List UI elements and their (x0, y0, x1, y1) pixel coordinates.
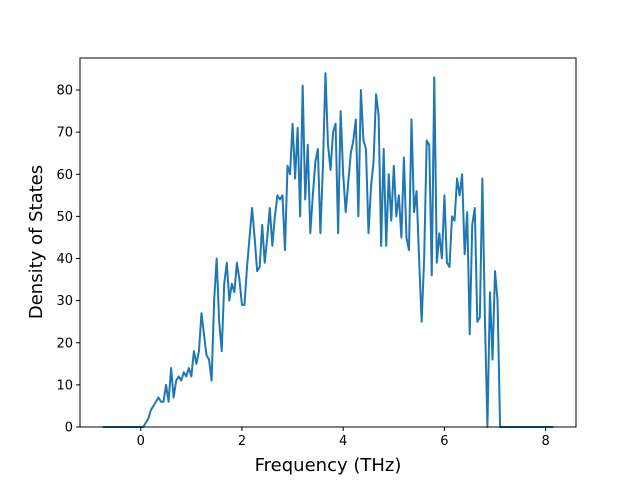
y-axis-label: Density of States (26, 165, 47, 319)
y-tick-label: 60 (56, 168, 73, 183)
x-tick-label: 2 (238, 434, 246, 449)
x-tick-label: 8 (541, 434, 549, 449)
y-tick-label: 80 (56, 84, 73, 99)
y-tick-label: 20 (56, 336, 73, 351)
y-tick-label: 70 (56, 126, 73, 141)
x-axis-label: Frequency (THz) (255, 455, 402, 476)
y-tick-label: 50 (56, 210, 73, 225)
y-tick-label: 10 (56, 378, 73, 393)
data-line (102, 72, 554, 428)
y-tick-label: 30 (56, 294, 73, 309)
y-tick-label: 40 (56, 252, 73, 267)
y-tick-label: 0 (65, 421, 73, 436)
x-tick-label: 6 (440, 434, 448, 449)
plot-frame (79, 57, 577, 428)
x-tick-label: 4 (339, 434, 347, 449)
x-tick-label: 0 (137, 434, 145, 449)
